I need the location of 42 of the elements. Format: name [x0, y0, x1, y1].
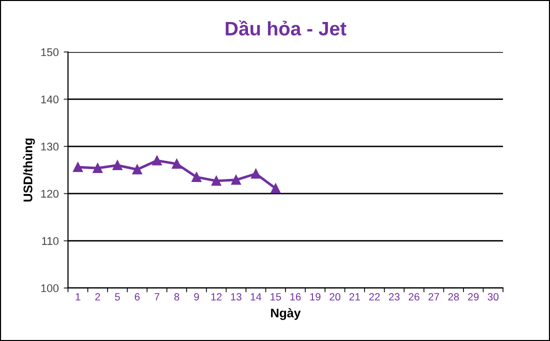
x-tick-label: 6	[134, 293, 140, 301]
x-tick-label: 1	[76, 293, 80, 300]
x-tick-label: 8	[174, 293, 180, 301]
y-tick-label: 140	[41, 95, 59, 104]
x-tick-label: 28	[448, 293, 459, 301]
y-tick-label: 130	[41, 142, 59, 151]
y-tick-label: 100	[41, 284, 59, 292]
point	[152, 156, 162, 166]
y-tick-label: 150	[41, 48, 59, 56]
x-tick-label: 7	[154, 293, 160, 300]
point	[92, 163, 103, 173]
x-tick-label: 23	[388, 293, 400, 301]
x-tick-label: 19	[310, 293, 320, 301]
point	[73, 162, 83, 172]
x-tick-label: 29	[468, 293, 479, 301]
point	[132, 164, 142, 174]
x-tick-label: 12	[211, 293, 222, 300]
x-tick-label: 2	[95, 293, 100, 300]
x-tick-label: 5	[114, 293, 120, 301]
x-tick-label: 27	[428, 293, 440, 300]
point	[231, 175, 241, 185]
point	[172, 159, 182, 169]
point	[270, 184, 280, 194]
x-tick-label: 20	[330, 293, 340, 301]
x-tick-label: 14	[250, 293, 262, 300]
x-tick-label: 13	[231, 293, 242, 301]
x-axis-title: Ngày	[271, 308, 301, 320]
x-tick-label: 22	[369, 293, 380, 300]
x-tick-label: 16	[290, 293, 301, 301]
x-tick-label: 26	[408, 293, 420, 301]
point	[112, 160, 122, 170]
y-tick-label: 110	[42, 237, 59, 245]
y-tick-label: 120	[41, 190, 59, 198]
point	[250, 168, 261, 179]
x-tick-label: 30	[488, 293, 498, 301]
x-tick-label: 9	[194, 293, 199, 301]
x-tick-label: 15	[270, 293, 281, 301]
chart-title: Dầu hỏa - Jet	[226, 20, 346, 36]
point	[192, 172, 202, 182]
y-axis-title: USD/thùng	[23, 138, 35, 202]
point	[211, 176, 222, 186]
x-tick-label: 21	[349, 293, 360, 300]
